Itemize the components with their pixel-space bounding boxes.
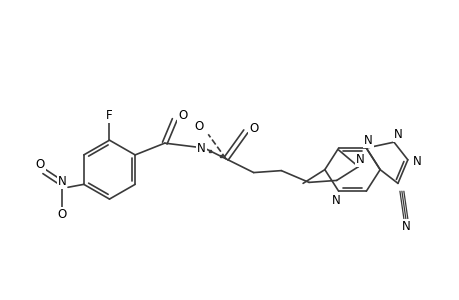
Text: O: O	[36, 158, 45, 171]
Text: O: O	[178, 109, 187, 122]
Text: N: N	[57, 175, 66, 188]
Text: N: N	[413, 155, 421, 168]
Text: N: N	[393, 128, 402, 141]
Text: F: F	[106, 109, 112, 122]
Text: N: N	[331, 194, 340, 207]
Text: O: O	[194, 120, 203, 133]
Text: O: O	[248, 122, 258, 135]
Text: N: N	[355, 153, 364, 166]
Text: N: N	[363, 134, 372, 147]
Text: O: O	[57, 208, 67, 221]
Text: N: N	[401, 220, 409, 233]
Text: N: N	[196, 142, 205, 154]
